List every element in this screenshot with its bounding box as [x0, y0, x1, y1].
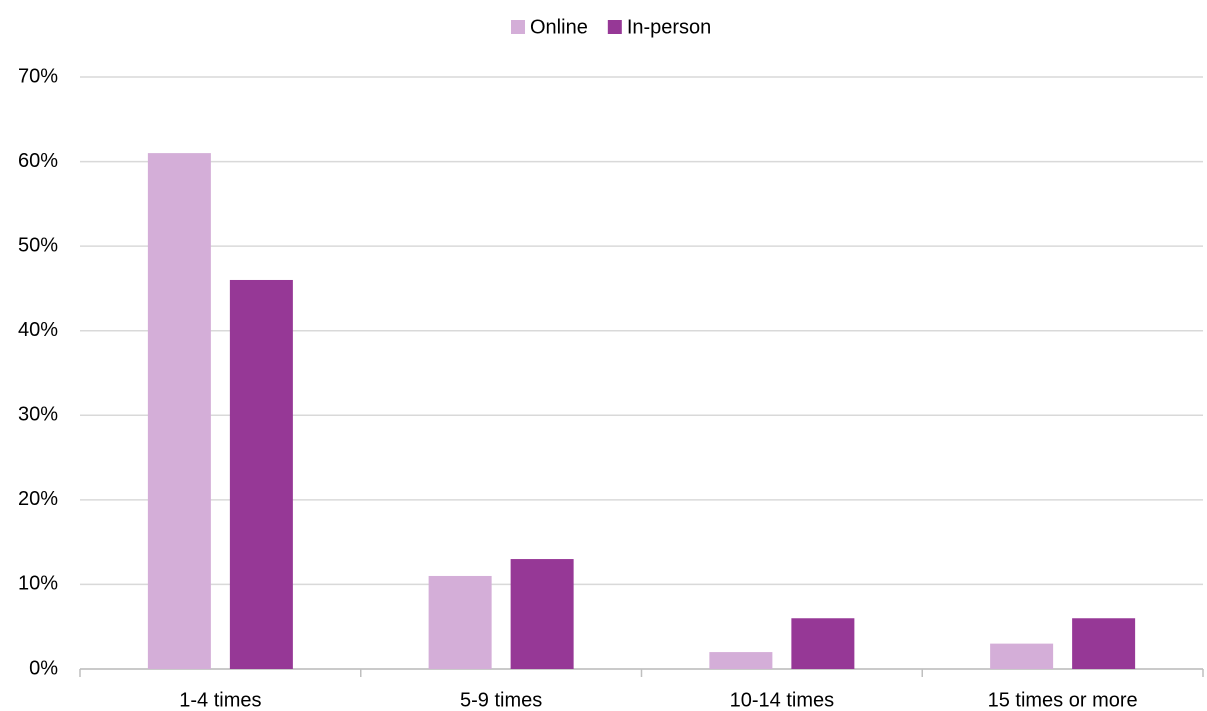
y-tick-label: 40%: [18, 319, 58, 341]
bar: [1072, 618, 1136, 669]
legend-swatch: [511, 20, 525, 34]
bar: [709, 652, 773, 669]
x-tick-label: 1-4 times: [179, 689, 261, 711]
x-tick-label: 5-9 times: [460, 689, 542, 711]
legend-label: Online: [530, 16, 588, 38]
y-tick-label: 30%: [18, 404, 58, 426]
bar: [510, 559, 574, 669]
x-tick-label: 15 times or more: [988, 689, 1138, 711]
bar: [428, 575, 492, 669]
y-tick-label: 20%: [18, 488, 58, 510]
y-tick-label: 70%: [18, 65, 58, 87]
bar: [791, 618, 855, 669]
legend-swatch: [607, 20, 622, 34]
x-tick-label: 10-14 times: [730, 689, 835, 711]
y-tick-label: 10%: [18, 573, 58, 595]
y-tick-label: 50%: [18, 234, 58, 256]
legend-label: In-person: [627, 16, 712, 38]
y-tick-label: 60%: [18, 150, 58, 172]
bar: [229, 279, 293, 669]
bar: [147, 153, 211, 670]
bar: [990, 643, 1054, 669]
y-tick-label: 0%: [29, 657, 58, 679]
